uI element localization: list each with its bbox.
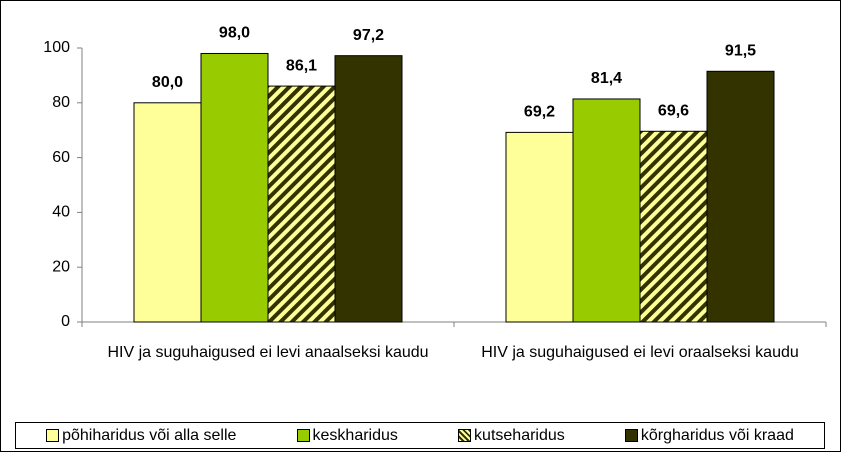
value-label: 91,5 bbox=[725, 43, 756, 60]
legend-swatch bbox=[296, 429, 310, 442]
y-tick-label: 40 bbox=[52, 204, 70, 221]
legend-label: kutseharidus bbox=[474, 426, 565, 444]
legend: põhiharidus või alla selle keskharidus kut… bbox=[15, 422, 825, 449]
legend-swatch bbox=[624, 429, 638, 442]
legend-label: põhiharidus või alla selle bbox=[62, 426, 237, 444]
bar bbox=[334, 55, 403, 323]
legend-label: keskharidus bbox=[312, 426, 398, 444]
legend-item: põhiharidus või alla selle bbox=[46, 427, 236, 445]
x-tick-label: HIV ja suguhaigused ei levi anaalseksi k… bbox=[107, 344, 429, 361]
y-tick-label: 20 bbox=[52, 258, 70, 275]
bar bbox=[505, 131, 574, 323]
value-label: 69,6 bbox=[658, 103, 689, 120]
legend-item: keskharidus bbox=[296, 426, 398, 445]
bar bbox=[200, 52, 269, 323]
y-tick-label: 80 bbox=[52, 94, 70, 111]
value-label: 81,4 bbox=[591, 70, 622, 87]
legend-swatch bbox=[46, 429, 60, 442]
value-label: 69,2 bbox=[524, 104, 555, 121]
legend-item: kutseharidus bbox=[458, 427, 565, 445]
value-label: 80,0 bbox=[152, 74, 183, 91]
bar bbox=[133, 102, 202, 323]
y-tick-label: 0 bbox=[61, 313, 70, 330]
bar bbox=[267, 85, 336, 323]
x-tick-label: HIV ja suguhaigused ei levi oraalseksi k… bbox=[481, 344, 799, 361]
bar bbox=[639, 130, 708, 323]
y-tick-label: 100 bbox=[43, 39, 70, 56]
bar bbox=[706, 70, 775, 323]
legend-item: kõrgharidus või kraad bbox=[624, 426, 794, 445]
legend-swatch bbox=[458, 429, 472, 442]
bar bbox=[572, 98, 641, 323]
legend-label: kõrgharidus või kraad bbox=[640, 426, 794, 444]
value-label: 98,0 bbox=[219, 25, 250, 42]
value-label: 97,2 bbox=[353, 27, 384, 44]
y-tick-label: 60 bbox=[52, 149, 70, 166]
value-label: 86,1 bbox=[286, 57, 317, 74]
